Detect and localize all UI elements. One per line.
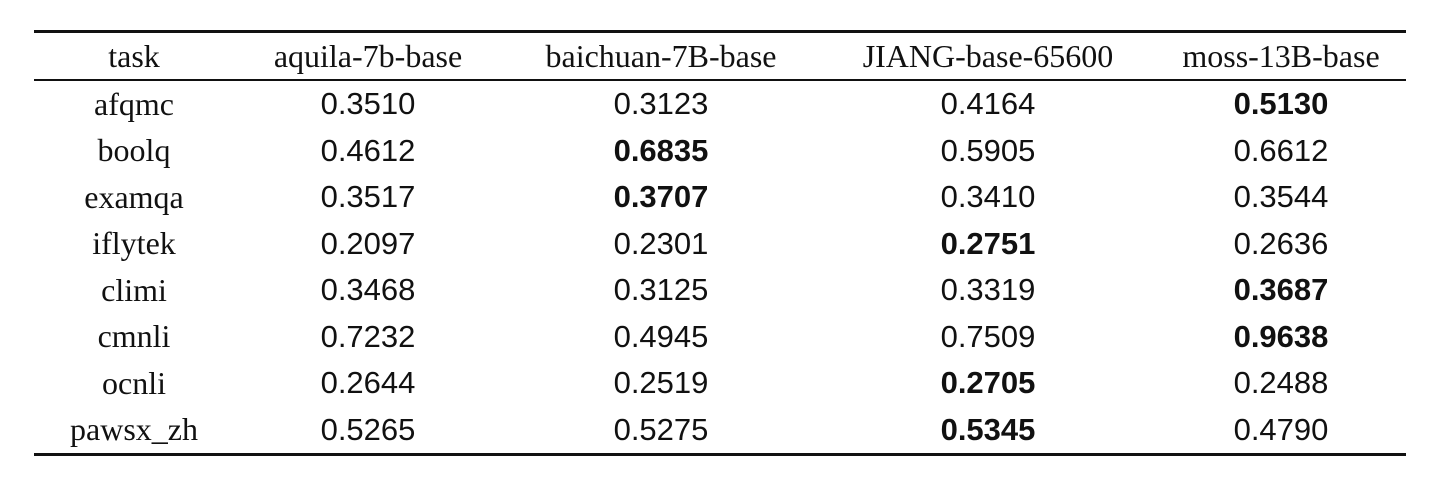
task-cell: climi: [101, 271, 167, 308]
table-row: climi 0.3468 0.3125 0.3319 0.3687: [34, 267, 1406, 314]
score-cell: 0.3468: [320, 272, 416, 308]
score-cell: 0.2636: [1233, 225, 1329, 261]
table-row: examqa 0.3517 0.3707 0.3410 0.3544: [34, 174, 1406, 221]
score-cell: 0.9638: [1233, 318, 1329, 354]
header-aquila-7b-base: aquila-7b-base: [273, 37, 463, 74]
score-cell: 0.3510: [320, 86, 416, 122]
score-cell: 0.5275: [613, 411, 709, 447]
table-row: boolq 0.4612 0.6835 0.5905 0.6612: [34, 128, 1406, 175]
task-cell: iflytek: [92, 225, 176, 262]
score-cell: 0.5130: [1233, 86, 1329, 122]
header-task: task: [108, 37, 160, 74]
score-cell: 0.4790: [1233, 411, 1329, 447]
task-cell: pawsx_zh: [70, 411, 198, 448]
task-cell: boolq: [97, 132, 171, 169]
task-cell: cmnli: [97, 318, 171, 355]
score-cell: 0.2751: [940, 225, 1036, 261]
score-cell: 0.2644: [320, 365, 416, 401]
score-cell: 0.2488: [1233, 365, 1329, 401]
score-cell: 0.2705: [940, 365, 1036, 401]
task-cell: ocnli: [102, 364, 166, 401]
score-cell: 0.2301: [613, 225, 709, 261]
score-cell: 0.3707: [613, 179, 709, 215]
score-cell: 0.6612: [1233, 132, 1329, 168]
header-baichuan-7b-base: baichuan-7B-base: [545, 37, 777, 74]
table-row: iflytek 0.2097 0.2301 0.2751 0.2636: [34, 221, 1406, 268]
score-cell: 0.4164: [940, 86, 1036, 122]
table-body: afqmc 0.3510 0.3123 0.4164 0.5130 boolq 0.4612…: [34, 80, 1406, 455]
score-cell: 0.6835: [613, 132, 709, 168]
score-cell: 0.3123: [613, 86, 709, 122]
score-cell: 0.3544: [1233, 179, 1329, 215]
score-cell: 0.4612: [320, 132, 416, 168]
results-table: task aquila-7b-base baichuan-7B-base JIA…: [34, 30, 1406, 456]
score-cell: 0.7232: [320, 318, 416, 354]
table-row: cmnli 0.7232 0.4945 0.7509 0.9638: [34, 314, 1406, 361]
header-row: task aquila-7b-base baichuan-7B-base JIA…: [34, 31, 1406, 80]
table-row: ocnli 0.2644 0.2519 0.2705 0.2488: [34, 360, 1406, 407]
score-cell: 0.4945: [613, 318, 709, 354]
table-row: afqmc 0.3510 0.3123 0.4164 0.5130: [34, 80, 1406, 128]
score-cell: 0.5345: [940, 411, 1036, 447]
score-cell: 0.5265: [320, 411, 416, 447]
score-cell: 0.7509: [940, 318, 1036, 354]
score-cell: 0.3125: [613, 272, 709, 308]
header-jiang-base-65600: JIANG-base-65600: [862, 37, 1114, 74]
score-cell: 0.5905: [940, 132, 1036, 168]
task-cell: afqmc: [94, 85, 174, 122]
table-header: task aquila-7b-base baichuan-7B-base JIA…: [34, 31, 1406, 80]
task-cell: examqa: [84, 178, 184, 215]
table-row: pawsx_zh 0.5265 0.5275 0.5345 0.4790: [34, 407, 1406, 455]
score-cell: 0.3319: [940, 272, 1036, 308]
score-cell: 0.3517: [320, 179, 416, 215]
header-moss-13b-base: moss-13B-base: [1182, 37, 1380, 74]
score-cell: 0.2097: [320, 225, 416, 261]
score-cell: 0.2519: [613, 365, 709, 401]
results-table-container: task aquila-7b-base baichuan-7B-base JIA…: [34, 30, 1406, 456]
score-cell: 0.3687: [1233, 272, 1329, 308]
score-cell: 0.3410: [940, 179, 1036, 215]
